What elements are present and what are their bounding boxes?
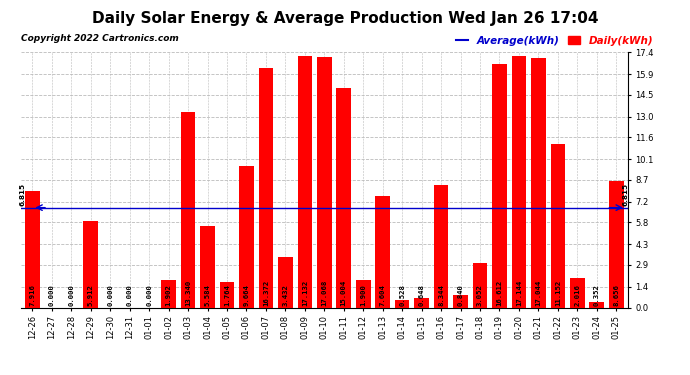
Bar (259, 68, 273, 308)
Text: 17.132: 17.132 (302, 280, 308, 306)
Bar (414, 298, 429, 307)
Text: 13.340: 13.340 (185, 280, 191, 306)
Bar (453, 295, 468, 307)
Text: 0.000: 0.000 (146, 285, 152, 306)
Bar (395, 300, 409, 307)
Bar (551, 144, 565, 308)
Text: 6.815: 6.815 (19, 183, 26, 206)
Text: 0.648: 0.648 (419, 285, 424, 306)
Bar (492, 64, 506, 308)
Text: 17.044: 17.044 (535, 280, 542, 306)
Text: Daily Solar Energy & Average Production Wed Jan 26 17:04: Daily Solar Energy & Average Production … (92, 11, 598, 26)
Text: 6.815: 6.815 (623, 183, 629, 206)
Text: 1.902: 1.902 (166, 285, 172, 306)
Text: 0.840: 0.840 (457, 285, 464, 306)
Bar (356, 280, 371, 308)
Bar (219, 282, 235, 308)
Text: Copyright 2022 Cartronics.com: Copyright 2022 Cartronics.com (21, 34, 179, 43)
Bar (609, 181, 624, 308)
Text: 17.068: 17.068 (322, 280, 327, 306)
Text: 0.000: 0.000 (49, 285, 55, 306)
Bar (317, 57, 332, 308)
Text: 16.372: 16.372 (263, 280, 269, 306)
Bar (25, 192, 39, 308)
Text: 15.004: 15.004 (341, 280, 347, 306)
Text: 11.152: 11.152 (555, 280, 561, 306)
Text: 5.584: 5.584 (204, 285, 210, 306)
Text: 0.528: 0.528 (399, 285, 405, 306)
Bar (570, 278, 584, 308)
Text: 9.664: 9.664 (244, 285, 250, 306)
Text: 3.052: 3.052 (477, 285, 483, 306)
Bar (531, 58, 546, 308)
Bar (337, 88, 351, 308)
Text: 0.352: 0.352 (594, 285, 600, 306)
Bar (239, 166, 254, 308)
Bar (297, 56, 312, 308)
Text: 2.016: 2.016 (574, 285, 580, 306)
Text: 16.612: 16.612 (496, 280, 502, 306)
Text: 1.764: 1.764 (224, 285, 230, 306)
Bar (589, 302, 604, 307)
Text: 0.000: 0.000 (127, 285, 132, 306)
Text: 0.000: 0.000 (68, 285, 75, 306)
Text: 8.656: 8.656 (613, 285, 619, 306)
Text: 5.912: 5.912 (88, 285, 94, 306)
Bar (83, 221, 98, 308)
Text: 0.000: 0.000 (107, 285, 113, 306)
Bar (375, 196, 390, 308)
Bar (511, 56, 526, 308)
Bar (434, 185, 448, 308)
Bar (161, 280, 176, 308)
Text: 7.916: 7.916 (30, 285, 35, 306)
Legend: Average(kWh), Daily(kWh): Average(kWh), Daily(kWh) (451, 32, 657, 50)
Text: 1.900: 1.900 (360, 285, 366, 306)
Text: 17.144: 17.144 (516, 280, 522, 306)
Text: 3.432: 3.432 (282, 285, 288, 306)
Text: 7.604: 7.604 (380, 285, 386, 306)
Bar (181, 112, 195, 308)
Text: 8.344: 8.344 (438, 285, 444, 306)
Bar (278, 257, 293, 307)
Bar (473, 263, 487, 308)
Bar (200, 226, 215, 308)
